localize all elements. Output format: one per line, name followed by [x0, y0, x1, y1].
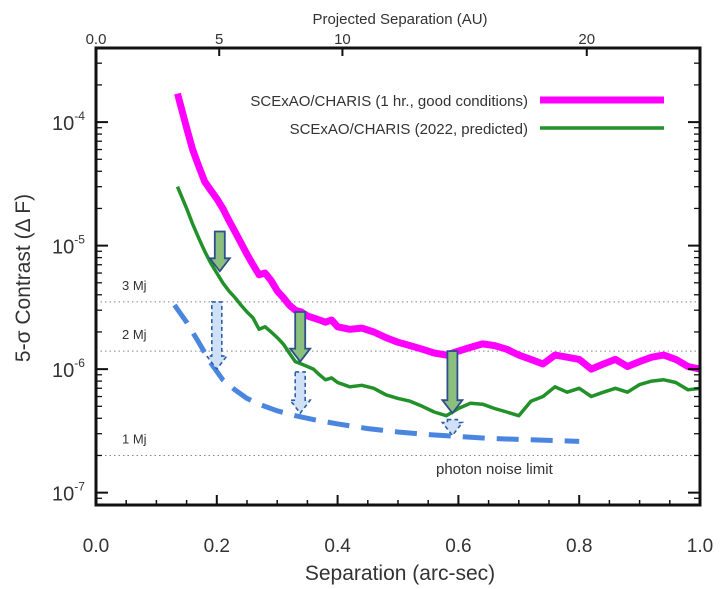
improvement-arrow	[440, 350, 465, 415]
top-x-tick-label: 5	[215, 31, 223, 48]
legend: SCExAO/CHARIS (1 hr., good conditions) SC…	[250, 93, 664, 138]
photon-limit-arrow	[440, 418, 465, 437]
series-line-2	[175, 186, 700, 418]
y-tick-label: 10-6	[52, 356, 85, 382]
series-lines	[172, 92, 700, 444]
top-x-tick-label: 20	[578, 31, 595, 48]
photon-noise-label: photon noise limit	[436, 461, 554, 478]
mass-line-label: 1 Mj	[122, 431, 147, 446]
series-line-1	[174, 92, 700, 373]
top-x-axis-title: Projected Separation (AU)	[312, 11, 487, 28]
y-tick-label: 10-7	[52, 480, 85, 506]
tick-labels: 3 Mj 2 Mj 1 Mj 0.0 0.2 0.4 0.6 0.8 1.0 0.0 5 10 20 10…	[52, 31, 713, 557]
x-tick-label: 0.6	[445, 536, 471, 557]
mass-limit-lines	[96, 301, 700, 456]
photon-limit-arrow	[288, 371, 312, 415]
photon-limit-arrow	[205, 301, 229, 371]
improvement-arrows	[205, 230, 465, 437]
y-tick-label-exponent: -7	[74, 480, 85, 494]
x-tick-label: 1.0	[687, 536, 713, 557]
x-tick-label: 0.8	[566, 536, 592, 557]
series-line-3	[172, 303, 580, 444]
mass-line-label: 2 Mj	[122, 327, 147, 342]
x-axis-title: Separation (arc-sec)	[305, 562, 495, 585]
x-tick-label: 0.0	[83, 536, 109, 557]
y-tick-label-exponent: -5	[74, 233, 85, 247]
legend-label-2: SCExAO/CHARIS (2022, predicted)	[290, 121, 528, 138]
legend-label-1: SCExAO/CHARIS (1 hr., good conditions)	[250, 93, 528, 110]
y-tick-label: 10-5	[52, 233, 85, 259]
y-tick-label-exponent: -4	[74, 109, 85, 123]
y-tick-label-exponent: -6	[74, 356, 85, 370]
y-axis-title: 5-σ Contrast (Δ F)	[12, 194, 35, 362]
y-tick-label: 10-4	[52, 109, 85, 135]
top-x-tick-label: 10	[334, 31, 351, 48]
top-x-tick-label: 0.0	[86, 31, 107, 48]
mass-line-label: 3 Mj	[122, 278, 147, 293]
x-tick-label: 0.4	[324, 536, 351, 557]
improvement-arrow	[207, 230, 232, 273]
improvement-arrow	[288, 311, 313, 364]
axis-ticks	[95, 48, 701, 506]
x-tick-label: 0.2	[204, 536, 230, 557]
